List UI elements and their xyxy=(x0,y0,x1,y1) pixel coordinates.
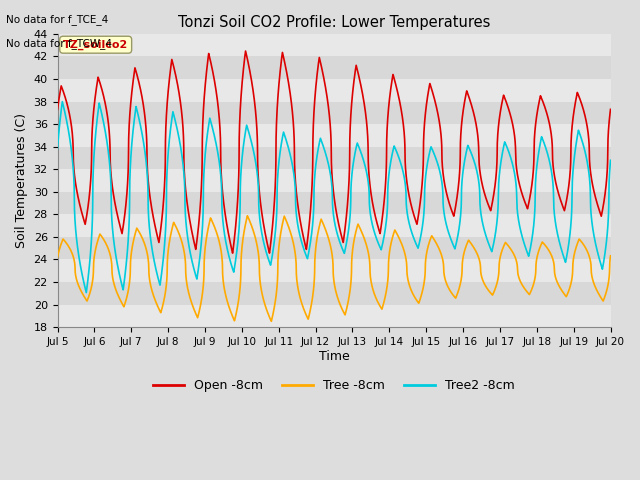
Bar xyxy=(58,169,611,192)
Bar xyxy=(58,124,611,147)
Bar xyxy=(58,237,611,260)
Text: TZ_soilco2: TZ_soilco2 xyxy=(63,39,128,50)
Bar xyxy=(58,57,611,79)
Text: No data for f_TCW_4: No data for f_TCW_4 xyxy=(6,38,113,49)
Text: No data for f_TCE_4: No data for f_TCE_4 xyxy=(6,14,109,25)
Bar xyxy=(58,102,611,124)
Bar xyxy=(58,260,611,282)
X-axis label: Time: Time xyxy=(319,349,349,363)
Bar xyxy=(58,282,611,305)
Bar xyxy=(58,147,611,169)
Title: Tonzi Soil CO2 Profile: Lower Temperatures: Tonzi Soil CO2 Profile: Lower Temperatur… xyxy=(178,15,490,30)
Y-axis label: Soil Temperatures (C): Soil Temperatures (C) xyxy=(15,113,28,248)
Bar xyxy=(58,79,611,102)
Bar xyxy=(58,215,611,237)
Bar xyxy=(58,192,611,215)
Legend: Open -8cm, Tree -8cm, Tree2 -8cm: Open -8cm, Tree -8cm, Tree2 -8cm xyxy=(148,374,520,397)
Bar xyxy=(58,34,611,57)
Bar xyxy=(58,305,611,327)
